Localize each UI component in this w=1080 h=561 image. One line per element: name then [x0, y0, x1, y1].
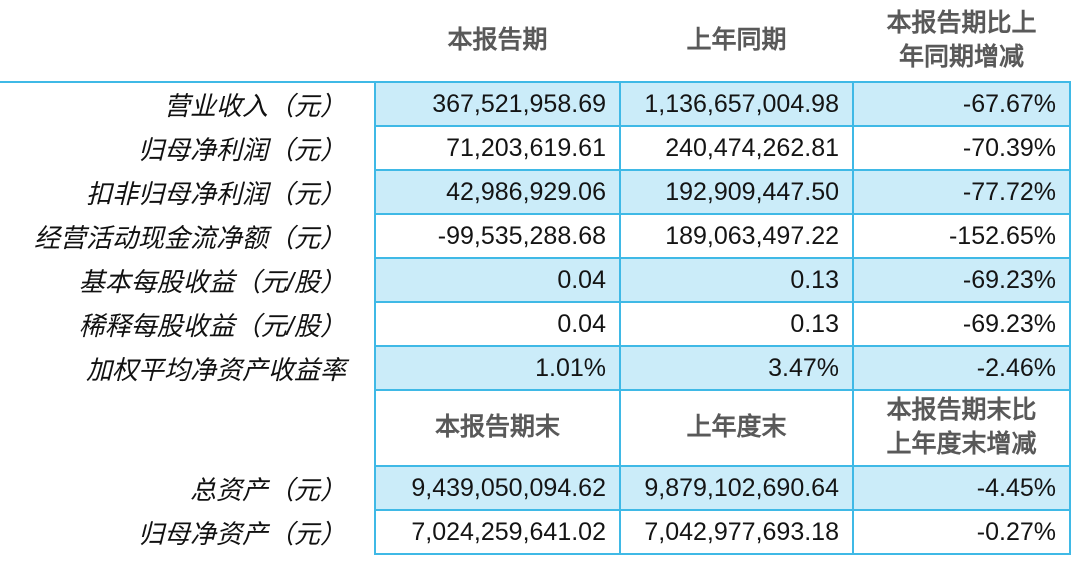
header-spacer — [0, 0, 375, 82]
current-period-value: 1.01% — [374, 345, 621, 391]
metric-label: 归母净利润（元） — [0, 126, 375, 170]
change-value: -2.46% — [852, 345, 1071, 391]
change-value: -152.65% — [852, 213, 1071, 259]
prior-period-value: 0.13 — [619, 301, 854, 347]
table-row-net-profit: 归母净利润（元） 71,203,619.61 240,474,262.81 -7… — [0, 125, 1071, 171]
change-value: -77.72% — [852, 169, 1071, 215]
prior-period-value: 189,063,497.22 — [619, 213, 854, 259]
change-value: -67.67% — [852, 81, 1071, 127]
change-value: -69.23% — [852, 257, 1071, 303]
col-header-period-end-change-line2: 上年度末增减 — [886, 430, 1037, 458]
table-row-total-assets: 总资产（元） 9,439,050,094.62 9,879,102,690.64… — [0, 465, 1071, 511]
metric-label: 总资产（元） — [0, 466, 375, 510]
current-period-value: -99,535,288.68 — [374, 213, 621, 259]
table-row-operating-cashflow: 经营活动现金流净额（元） -99,535,288.68 189,063,497.… — [0, 213, 1071, 259]
metric-label: 加权平均净资产收益率 — [0, 346, 375, 390]
current-period-value: 7,024,259,641.02 — [374, 509, 621, 555]
table-row-net-assets: 归母净资产（元） 7,024,259,641.02 7,042,977,693.… — [0, 509, 1071, 555]
header-spacer — [0, 390, 375, 466]
prior-period-value: 3.47% — [619, 345, 854, 391]
metric-label: 基本每股收益（元/股） — [0, 258, 375, 302]
current-period-value: 71,203,619.61 — [374, 125, 621, 171]
metric-label: 稀释每股收益（元/股） — [0, 302, 375, 346]
col-header-yoy-change-line1: 本报告期比上 — [886, 8, 1037, 37]
col-header-prior-period: 上年同期 — [686, 25, 787, 54]
change-value: -0.27% — [852, 509, 1071, 555]
prior-period-value: 192,909,447.50 — [619, 169, 854, 215]
metric-label: 扣非归母净利润（元） — [0, 170, 375, 214]
table-row-weighted-roe: 加权平均净资产收益率 1.01% 3.47% -2.46% — [0, 345, 1071, 391]
prior-period-value: 1,136,657,004.98 — [619, 81, 854, 127]
col-header-prior-year-end: 上年度末 — [619, 389, 854, 467]
metric-label: 营业收入（元） — [0, 81, 375, 126]
prior-period-value: 9,879,102,690.64 — [619, 465, 854, 511]
table-row-deducted-net-profit: 扣非归母净利润（元） 42,986,929.06 192,909,447.50 … — [0, 169, 1071, 215]
col-header-current-period: 本报告期 — [447, 25, 548, 54]
balance-header-row: 本报告期末 上年度末 本报告期末比 上年度末增减 — [0, 389, 1071, 467]
period-header-row: 本报告期 上年同期 本报告期比上 年同期增减 — [0, 0, 1070, 82]
table-row-diluted-eps: 稀释每股收益（元/股） 0.04 0.13 -69.23% — [0, 301, 1071, 347]
col-header-period-end-change: 本报告期末比 上年度末增减 — [852, 389, 1071, 467]
prior-period-value: 240,474,262.81 — [619, 125, 854, 171]
change-value: -69.23% — [852, 301, 1071, 347]
current-period-value: 9,439,050,094.62 — [374, 465, 621, 511]
col-header-yoy-change-line2: 年同期增减 — [898, 42, 1024, 71]
prior-period-value: 0.13 — [619, 257, 854, 303]
change-value: -4.45% — [852, 465, 1071, 511]
metric-label: 经营活动现金流净额（元） — [0, 214, 375, 258]
table-row-revenue: 营业收入（元） 367,521,958.69 1,136,657,004.98 … — [0, 81, 1071, 127]
change-value: -70.39% — [852, 125, 1071, 171]
col-header-period-end: 本报告期末 — [374, 389, 621, 467]
col-header-period-end-change-line1: 本报告期末比 — [886, 396, 1037, 425]
current-period-value: 367,521,958.69 — [374, 81, 621, 127]
current-period-value: 42,986,929.06 — [374, 169, 621, 215]
col-header-yoy-change: 本报告期比上 年同期增减 — [853, 0, 1070, 82]
table-row-basic-eps: 基本每股收益（元/股） 0.04 0.13 -69.23% — [0, 257, 1071, 303]
metric-label: 归母净资产（元） — [0, 510, 375, 554]
current-period-value: 0.04 — [374, 257, 621, 303]
current-period-value: 0.04 — [374, 301, 621, 347]
prior-period-value: 7,042,977,693.18 — [619, 509, 854, 555]
